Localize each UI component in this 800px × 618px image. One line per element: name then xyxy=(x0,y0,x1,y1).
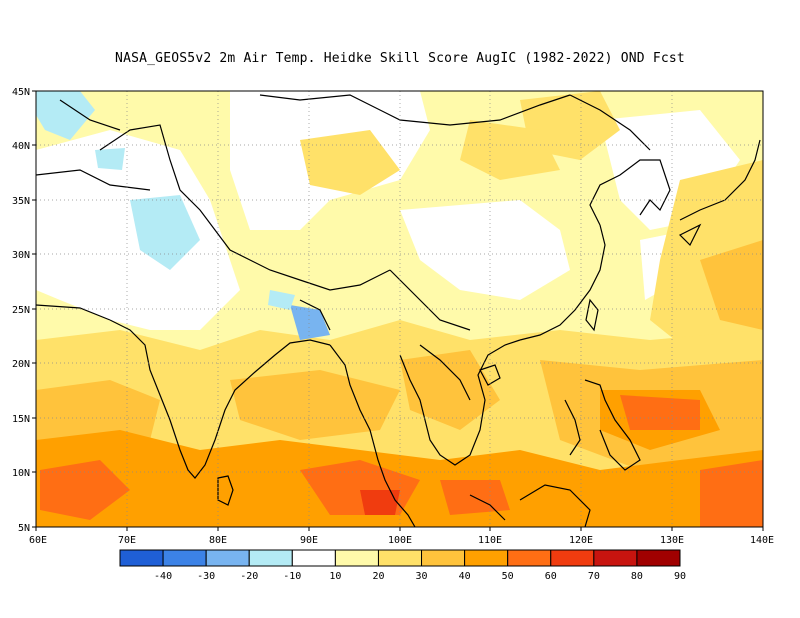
colorbar-swatch xyxy=(377,549,423,567)
colorbar-swatch xyxy=(593,549,638,567)
colorbar-tick-label: -40 xyxy=(154,571,172,582)
latitude-labels: 45N 40N 35N 30N 25N 20N 15N 10N 5N xyxy=(12,87,30,534)
colorbar-swatch xyxy=(162,549,207,567)
lat-label: 40N xyxy=(12,141,30,152)
lon-label: 80E xyxy=(209,535,227,546)
lon-label: 90E xyxy=(300,535,318,546)
colorbar-tick-label: 20 xyxy=(372,571,384,582)
lat-label: 45N xyxy=(12,87,30,98)
colorbar-swatch xyxy=(550,549,595,567)
lat-label: 35N xyxy=(12,196,30,207)
colorbar-tick-label: -10 xyxy=(283,571,301,582)
colorbar-tick-label: -30 xyxy=(197,571,215,582)
colorbar-tick-label: 90 xyxy=(674,571,686,582)
lon-label: 130E xyxy=(660,535,684,546)
colorbar-tick-label: 80 xyxy=(631,571,643,582)
colorbar-tick-label: 30 xyxy=(416,571,428,582)
colorbar-swatch xyxy=(248,549,293,567)
colorbar-swatch xyxy=(636,549,681,567)
colorbar-swatch xyxy=(119,549,164,567)
colorbar-tick-label: 40 xyxy=(459,571,471,582)
longitude-labels: 60E 70E 80E 90E 100E 110E 120E 130E 140E xyxy=(29,535,774,546)
coastlines xyxy=(36,94,761,527)
lat-label: 25N xyxy=(12,305,30,316)
colorbar-swatch xyxy=(334,549,379,567)
colorbar-tick-label: 10 xyxy=(329,571,341,582)
lon-label: 120E xyxy=(569,535,593,546)
map-title: NASA_GEOS5v2 2m Air Temp. Heidke Skill S… xyxy=(115,51,685,66)
lat-label: 5N xyxy=(18,523,30,534)
colorbar-tick-label: 70 xyxy=(588,571,600,582)
colorbar-swatch xyxy=(507,549,552,567)
colorbar-tick-label: 50 xyxy=(502,571,514,582)
lat-label: 10N xyxy=(12,468,30,479)
colorbar-tick-label: -20 xyxy=(240,571,258,582)
colorbar-tick-label: 60 xyxy=(545,571,557,582)
lon-label: 140E xyxy=(750,535,774,546)
colorbar-swatch xyxy=(464,549,509,567)
graticule xyxy=(36,91,763,527)
colorbar-swatch xyxy=(291,549,336,567)
colorbar-swatch xyxy=(205,549,250,567)
lat-label: 30N xyxy=(12,250,30,261)
shaded-field xyxy=(36,91,763,527)
lat-label: 15N xyxy=(12,414,30,425)
lon-label: 60E xyxy=(29,535,47,546)
lat-label: 20N xyxy=(12,359,30,370)
colorbar: -40 -30 -20 -10 10 20 30 40 50 60 70 80 90 xyxy=(119,549,686,582)
lon-label: 70E xyxy=(118,535,136,546)
lon-label: 100E xyxy=(388,535,412,546)
lon-label: 110E xyxy=(478,535,502,546)
colorbar-swatch xyxy=(421,549,466,567)
